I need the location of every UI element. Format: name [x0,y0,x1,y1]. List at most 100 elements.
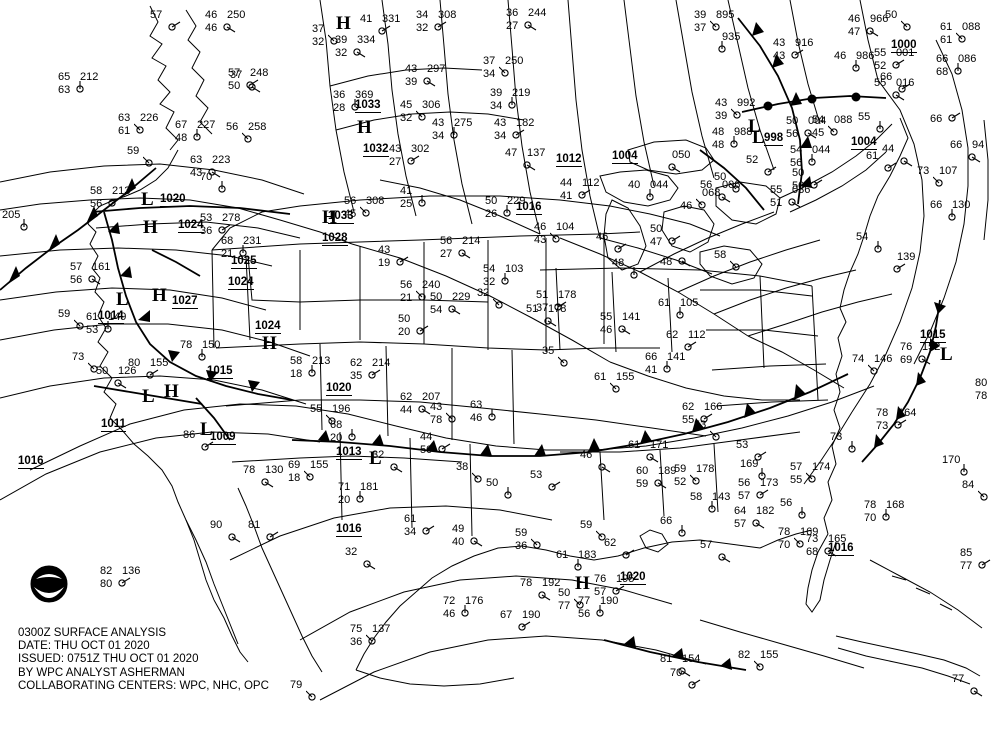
station-circle-and-wind-barb [960,464,968,476]
station-temperature: 70 [200,171,213,183]
station-temperature: 43 [378,244,391,256]
station-circle-and-wind-barb [752,519,765,529]
high-pressure-center: H [143,217,158,238]
station-circle-and-wind-barb [892,59,905,69]
station-temperature: 58 [90,185,103,197]
station-dewpoint: 56 [786,128,799,140]
station-dewpoint: 54 [430,304,443,316]
station-temperature: 44 [560,177,573,189]
station-temperature: 43 [494,117,507,129]
station-temperature: 56 [780,497,793,509]
station-circle-and-wind-barb [306,690,316,701]
station-temperature: 80 [975,377,988,389]
station-circle-and-wind-barb [756,489,769,499]
station-temperature: 46 [596,231,609,243]
station-circle-and-wind-barb [654,479,667,489]
station-circle-and-wind-barb [461,605,469,617]
station-temperature: 50 [558,587,571,599]
station-dewpoint: 27 [440,248,453,260]
station-pressure: 006 [722,179,741,191]
station-dewpoint: 46 [680,200,693,212]
station-circle-and-wind-barb [730,136,738,148]
station-pressure: 130 [265,464,284,476]
low-pressure-center: L [200,419,213,440]
station-pressure: 297 [427,63,446,75]
station-pressure: 219 [512,87,531,99]
station-dewpoint: 45 [344,208,357,220]
station-temperature: 51 [536,289,549,301]
station-temperature: 43 [773,37,786,49]
station-temperature: 72 [443,595,456,607]
station-dewpoint: 61 [118,125,131,137]
isobar-label: 1025 [231,255,257,269]
station-dewpoint: 66 [930,113,943,125]
station-temperature: 61 [866,150,879,162]
station-dewpoint: 43 [534,234,547,246]
station-temperature: 57 [150,9,163,21]
station-temperature: 61 [940,21,953,33]
station-circle-and-wind-barb [710,430,720,441]
station-dewpoint: 50 [228,80,241,92]
station-circle-and-wind-barb [434,21,447,31]
station-dewpoint: 46 [470,412,483,424]
station-circle-and-wind-barb [874,241,882,253]
station-temperature: 38 [456,461,469,473]
isobar-label: 1020 [160,193,186,207]
isobar-label: 1016 [516,201,542,215]
caption-date: DATE: THU OCT 01 2020 [18,640,150,653]
high-pressure-center: H [357,117,372,138]
station-pressure: 94 [972,139,985,151]
station-temperature: 78 [778,526,791,538]
station-circle-and-wind-barb [248,83,261,93]
station-pressure: 104 [556,221,575,233]
station-temperature: 43 [715,97,728,109]
isobar-label: 998 [764,132,784,146]
station-dewpoint: 20 [398,326,411,338]
station-temperature: 56 [344,195,357,207]
station-temperature: 52 [746,154,759,166]
station-circle-and-wind-barb [596,605,604,617]
station-circle-and-wind-barb [504,487,512,499]
station-pressure: 275 [454,117,473,129]
station-temperature: 62 [350,357,363,369]
station-dewpoint: 46 [205,22,218,34]
station-circle-and-wind-barb [708,501,716,513]
station-circle-and-wind-barb [351,99,359,111]
station-circle-and-wind-barb [114,379,127,389]
station-circle-and-wind-barb [368,369,381,379]
station-circle-and-wind-barb [88,275,101,285]
station-dewpoint: 18 [290,368,303,380]
station-dewpoint: 44 [400,404,413,416]
station-temperature: 43 [405,63,418,75]
station-pressure: 223 [212,154,231,166]
station-temperature: 35 [542,345,555,357]
station-pressure: 258 [248,121,267,133]
station-circle-and-wind-barb [266,531,279,541]
station-temperature: 44 [882,143,895,155]
station-circle-and-wind-barb [493,298,503,309]
station-pressure: 189 [658,465,677,477]
station-temperature: 61 [86,311,99,323]
station-temperature: 73 [806,533,819,545]
station-circle-and-wind-barb [193,129,201,141]
station-temperature: 78 [243,464,256,476]
station-circle-and-wind-barb [499,66,509,77]
station-pressure: 136 [122,565,141,577]
station-circle-and-wind-barb [676,307,684,319]
station-circle-and-wind-barb [884,162,897,172]
caption-title: 0300Z SURFACE ANALYSIS [18,627,167,639]
station-dewpoint: 77 [960,560,973,572]
station-dewpoint: 70 [864,512,877,524]
station-pressure: 278 [222,212,241,224]
station-pressure: 154 [682,653,701,665]
station-dewpoint: 37 [536,302,549,314]
station-dewpoint: 77 [558,600,571,612]
cold-front-pips-gulf [624,636,732,670]
station-temperature: 61 [404,513,417,525]
station-dewpoint: 45 [812,127,825,139]
station-circle-and-wind-barb [74,319,84,330]
station-pressure: 107 [939,165,958,177]
station-temperature: 46 [834,50,847,62]
high-pressure-center: H [336,13,351,34]
station-pressure: 152 [922,341,941,353]
